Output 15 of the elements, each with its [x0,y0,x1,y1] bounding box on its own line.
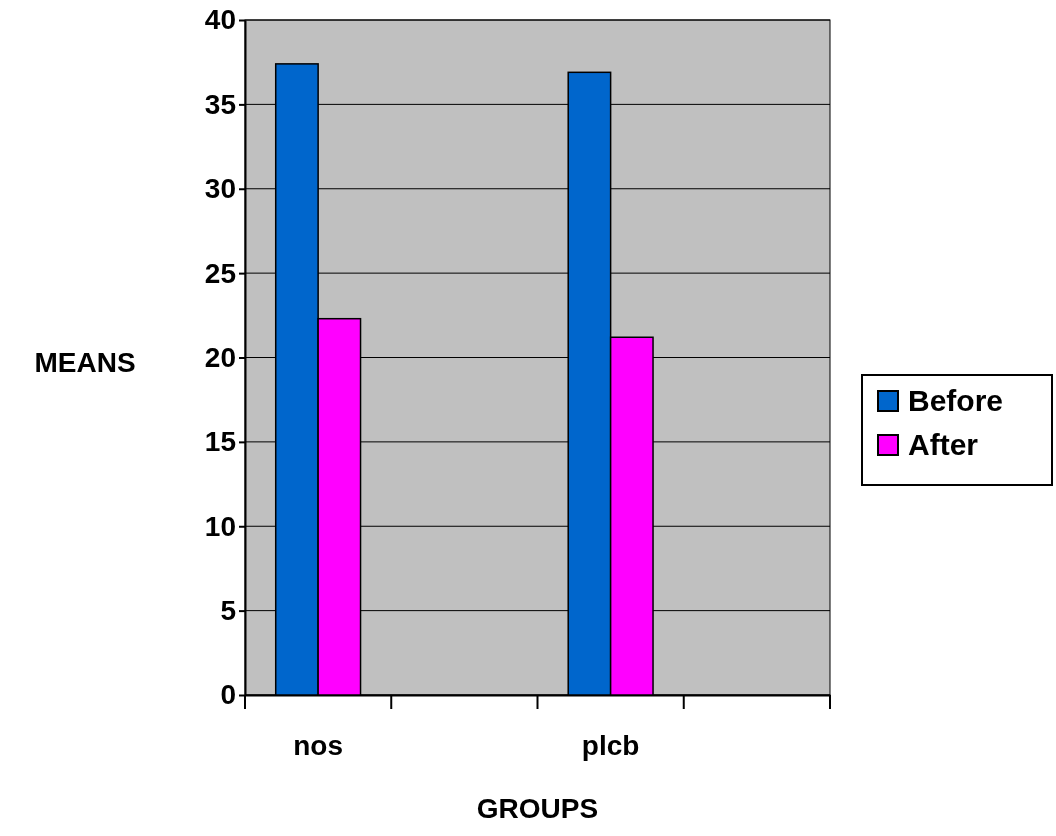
y-tick-label: 25 [204,257,236,289]
legend-label: Before [908,384,1004,417]
x-axis-title: GROUPS [476,793,599,824]
legend-label: After [908,428,979,461]
y-axis-title: MEANS [34,347,136,378]
y-tick-label: 15 [204,426,236,458]
y-tick-label: 10 [204,510,236,542]
y-tick-label: 40 [204,4,236,36]
x-tick-label: plcb [581,729,640,761]
x-tick-label: nos [293,729,344,761]
y-tick-label: 35 [204,88,236,120]
y-tick-label: 0 [220,679,236,711]
y-tick-label: 20 [204,341,236,373]
y-tick-label: 30 [204,173,236,205]
y-tick-label: 5 [220,595,236,627]
